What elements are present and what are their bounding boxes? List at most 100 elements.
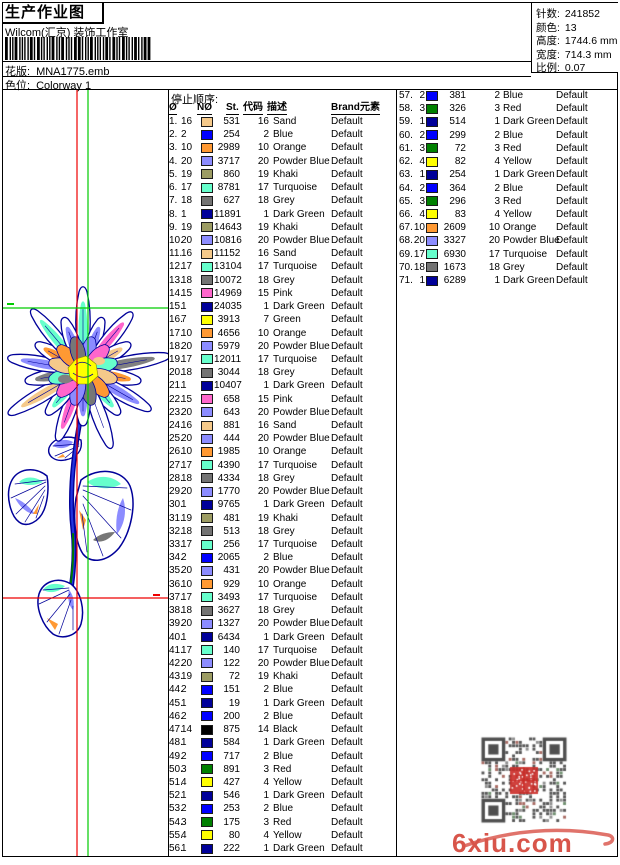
- row-seq: 48.: [169, 737, 183, 749]
- row-seq: 71.: [399, 275, 413, 287]
- row-brand: Default: [331, 420, 363, 432]
- thread-color-swatch: [201, 526, 213, 537]
- row-code: 10: [257, 446, 269, 458]
- table-row: 41. 17 140 17 Turquoise Default: [168, 644, 396, 657]
- row-stitches: 326: [449, 103, 466, 115]
- row-needle: 3: [419, 103, 425, 115]
- row-brand: Default: [331, 248, 363, 260]
- row-seq: 53.: [169, 803, 183, 815]
- row-needle: 2: [181, 710, 187, 722]
- row-code: 20: [257, 433, 269, 445]
- row-needle: 10: [181, 578, 193, 590]
- thread-color-swatch: [201, 751, 213, 761]
- row-needle: 4: [419, 208, 425, 220]
- thread-color-swatch: [201, 394, 213, 405]
- table-row: 34. 2 2065 2 Blue Default: [168, 551, 396, 564]
- table-row: 7. 18 627 18 Grey Default: [168, 194, 396, 207]
- pattern-value: MNA1775.emb: [36, 66, 110, 78]
- row-seq: 70.: [399, 261, 413, 273]
- row-stitches: 2065: [217, 552, 240, 564]
- thread-color-swatch: [201, 698, 213, 709]
- row-stitches: 643: [223, 406, 240, 418]
- row-needle: 20: [181, 340, 193, 352]
- row-seq: 38.: [169, 605, 183, 617]
- row-description: Blue: [503, 90, 524, 101]
- row-brand: Default: [331, 221, 363, 233]
- row-stitches: 3493: [217, 591, 240, 603]
- thread-color-swatch: [426, 249, 438, 260]
- row-code: 1: [263, 499, 269, 511]
- row-code: 20: [257, 406, 269, 418]
- row-seq: 33.: [169, 539, 183, 550]
- row-code: 3: [494, 195, 500, 207]
- row-code: 17: [257, 353, 269, 365]
- row-needle: 10: [181, 446, 193, 458]
- thread-color-swatch: [201, 235, 213, 246]
- thread-color-swatch: [201, 618, 213, 629]
- registration-guides: [3, 90, 168, 856]
- design-info-box: 针数: 241852 颜色: 13 高度: 1744.6 mm 宽度: 714.3 mm…: [531, 3, 618, 74]
- row-seq: 4.: [169, 155, 178, 167]
- row-code: 4: [263, 829, 269, 841]
- row-seq: 25.: [169, 433, 183, 445]
- thread-color-swatch: [201, 803, 213, 814]
- row-code: 2: [263, 129, 269, 141]
- row-needle: 15: [181, 393, 193, 405]
- row-needle: 20: [181, 155, 193, 167]
- thread-color-swatch: [426, 103, 438, 114]
- row-brand: Default: [331, 287, 363, 299]
- row-description: Turquoise: [503, 248, 548, 260]
- row-needle: 18: [181, 367, 193, 379]
- row-seq: 67.: [399, 222, 413, 234]
- row-needle: 1: [181, 697, 187, 709]
- thread-color-swatch: [201, 499, 213, 510]
- row-description: Red: [503, 142, 522, 154]
- row-needle: 17: [181, 644, 193, 656]
- header-divider: [2, 76, 531, 77]
- row-description: Powder Blue: [273, 234, 330, 246]
- row-seq: 58.: [399, 103, 413, 115]
- row-needle: 2: [181, 552, 187, 564]
- row-seq: 54.: [169, 816, 183, 828]
- row-brand: Default: [556, 222, 588, 234]
- row-needle: 17: [413, 248, 425, 260]
- row-description: Dark Green: [503, 275, 555, 287]
- row-stitches: 12011: [214, 353, 242, 365]
- row-brand: Default: [331, 367, 363, 379]
- thread-color-swatch: [201, 380, 213, 391]
- width-row: 宽度: 714.3 mm: [536, 48, 612, 61]
- row-needle: 14: [181, 724, 193, 736]
- table-row: 26. 10 1985 10 Orange Default: [168, 445, 396, 458]
- row-code: 17: [257, 459, 269, 471]
- row-code: 15: [257, 393, 269, 405]
- row-seq: 30.: [169, 499, 183, 511]
- row-needle: 20: [181, 618, 193, 630]
- row-description: Dark Green: [273, 697, 325, 709]
- thread-color-swatch: [201, 777, 213, 788]
- row-brand: Default: [331, 116, 363, 127]
- row-seq: 51.: [169, 776, 183, 788]
- table-row: 65. 3 296 3 Red Default: [396, 195, 617, 208]
- row-brand: Default: [331, 486, 363, 498]
- row-description: Red: [273, 816, 292, 828]
- row-code: 2: [263, 684, 269, 696]
- row-description: Orange: [503, 222, 537, 234]
- row-code: 16: [257, 420, 269, 432]
- row-stitches: 256: [223, 539, 240, 550]
- thread-color-swatch: [201, 328, 213, 338]
- row-stitches: 4334: [217, 472, 240, 484]
- table-row: 27. 17 4390 17 Turquoise Default: [168, 459, 396, 472]
- row-seq: 17.: [169, 327, 183, 339]
- green-tick-marker: [7, 303, 14, 305]
- row-code: 3: [494, 103, 500, 115]
- row-code: 1: [263, 380, 269, 392]
- row-code: 2: [263, 750, 269, 762]
- row-code: 20: [257, 657, 269, 669]
- row-description: Red: [273, 763, 292, 775]
- row-seq: 34.: [169, 552, 183, 564]
- row-stitches: 140: [223, 644, 240, 656]
- row-stitches: 444: [223, 433, 240, 445]
- row-seq: 66.: [399, 208, 413, 220]
- row-stitches: 658: [223, 393, 240, 405]
- row-seq: 39.: [169, 618, 183, 630]
